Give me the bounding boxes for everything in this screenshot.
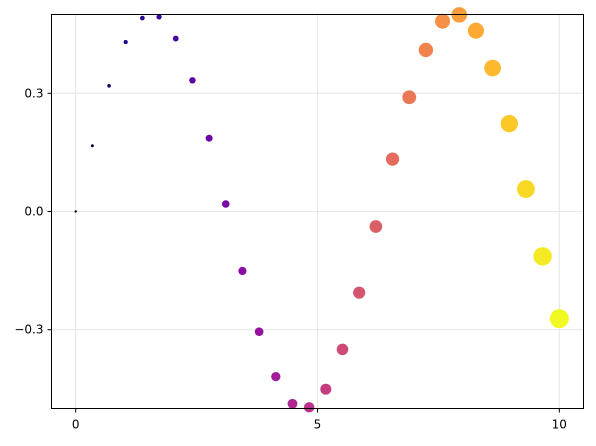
data-point <box>189 77 196 84</box>
data-point <box>172 35 179 42</box>
data-point <box>287 398 298 409</box>
x-tick-label: 0 <box>72 418 80 432</box>
data-point <box>549 309 569 329</box>
x-tick-label: 5 <box>314 418 322 432</box>
data-points <box>74 7 569 413</box>
data-point <box>467 22 485 39</box>
data-point <box>221 200 230 208</box>
y-tick-label: 0.0 <box>24 205 43 219</box>
data-point <box>271 371 281 382</box>
data-point <box>369 220 383 233</box>
data-point <box>435 13 451 29</box>
data-point <box>500 114 518 133</box>
data-point <box>107 84 111 88</box>
data-point <box>336 343 349 356</box>
data-point <box>402 90 417 105</box>
data-point <box>74 210 77 213</box>
data-point <box>90 144 94 148</box>
data-point <box>238 266 247 276</box>
data-point <box>320 383 332 395</box>
axis-ticks: 0 5 10 −0.3 0.0 0.3 <box>14 86 567 431</box>
data-point <box>533 247 552 266</box>
data-point <box>484 59 501 77</box>
data-point <box>517 180 535 198</box>
y-tick-label: −0.3 <box>14 323 43 337</box>
grid-lines <box>51 14 584 409</box>
data-point <box>353 286 366 299</box>
data-point <box>156 14 162 20</box>
data-point <box>303 402 315 413</box>
y-tick-label: 0.3 <box>24 86 43 100</box>
x-tick-label: 10 <box>552 418 567 432</box>
data-point <box>205 134 213 142</box>
data-point <box>418 42 434 58</box>
data-point <box>123 40 128 45</box>
data-point <box>385 152 400 166</box>
data-point <box>254 327 264 337</box>
data-point <box>140 15 145 21</box>
